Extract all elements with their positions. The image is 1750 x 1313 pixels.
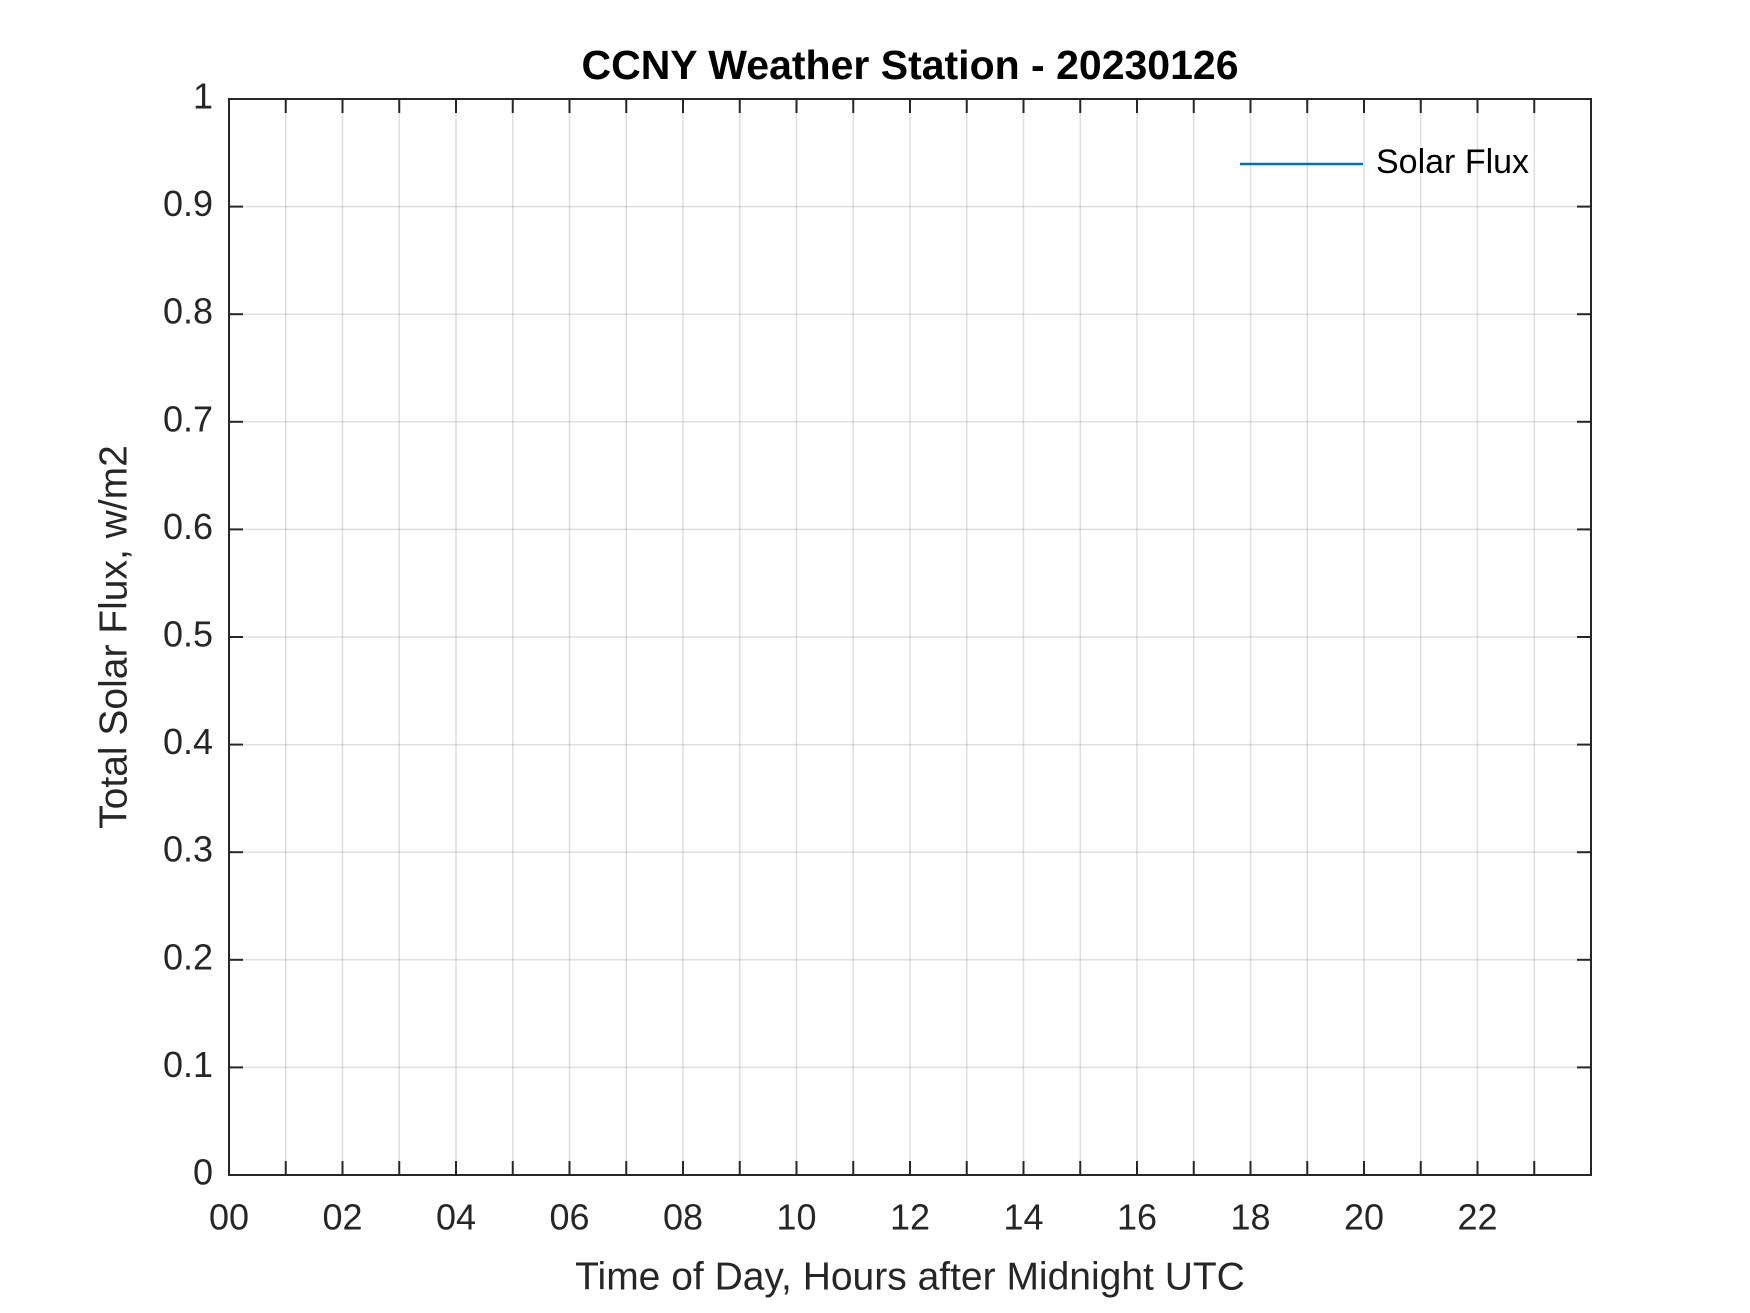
- y-tick-label: 0.2: [163, 936, 213, 977]
- x-tick-label: 20: [1344, 1197, 1384, 1238]
- plot-frame: [228, 98, 1592, 1176]
- x-tick-label: 16: [1117, 1197, 1157, 1238]
- y-tick-label: 0.5: [163, 614, 213, 655]
- x-tick-label: 10: [776, 1197, 816, 1238]
- x-tick-label: 02: [322, 1197, 362, 1238]
- y-tick-label: 0.6: [163, 506, 213, 547]
- x-tick-label: 22: [1457, 1197, 1497, 1238]
- y-axis-label: Total Solar Flux, w/m2: [92, 445, 135, 829]
- x-tick-label: 14: [1003, 1197, 1043, 1238]
- x-tick-label: 08: [663, 1197, 703, 1238]
- x-axis-label: Time of Day, Hours after Midnight UTC: [575, 1255, 1245, 1298]
- x-tick-label: 06: [549, 1197, 589, 1238]
- x-tick-label: 00: [209, 1197, 249, 1238]
- chart-title: CCNY Weather Station - 20230126: [581, 42, 1238, 88]
- x-tick-label: 12: [890, 1197, 930, 1238]
- y-tick-label: 0.7: [163, 398, 213, 439]
- y-tick-label: 1: [193, 76, 213, 117]
- x-tick-label: 04: [436, 1197, 476, 1238]
- y-tick-label: 0.3: [163, 829, 213, 870]
- x-tick-label: 18: [1230, 1197, 1270, 1238]
- y-tick-label: 0.4: [163, 721, 213, 762]
- y-tick-label: 0.8: [163, 291, 213, 332]
- y-tick-label: 0.9: [163, 183, 213, 224]
- y-tick-label: 0: [193, 1152, 213, 1193]
- y-tick-label: 0.1: [163, 1044, 213, 1085]
- legend-label: Solar Flux: [1376, 143, 1529, 181]
